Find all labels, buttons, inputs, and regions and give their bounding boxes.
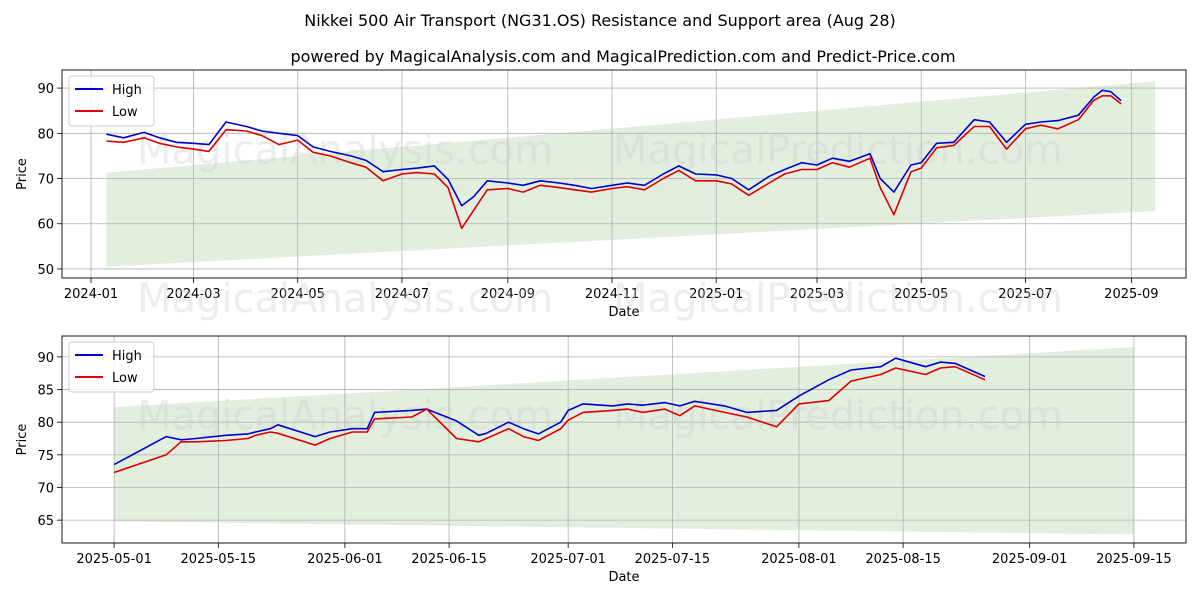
bottom-panel: 2025-05-01 2025-05-15 2025-06-01 2025-06-15…	[15, 335, 1187, 585]
chart-subtitle: powered by MagicalAnalysis.com and Magic…	[290, 47, 955, 66]
watermark-text: MagicalAnalysis.com	[137, 393, 553, 439]
y-tick-label: 60	[37, 218, 54, 233]
x-tick-label: 2025-05-15	[181, 552, 257, 567]
x-tick-label: 2025-07-15	[635, 552, 711, 567]
watermark-text: MagicalPrediction.com	[613, 276, 1063, 322]
y-tick-label: 90	[37, 351, 54, 366]
y-tick-label: 85	[37, 384, 54, 399]
x-tick-label: 2025-01	[689, 287, 743, 302]
legend-label-low: Low	[112, 105, 138, 120]
watermark-text: MagicalAnalysis.com	[137, 276, 553, 322]
x-tick-label: 2025-03	[790, 287, 844, 302]
legend: High Low	[68, 75, 155, 127]
watermark-text: MagicalPrediction.com	[613, 128, 1063, 174]
watermark-text: MagicalPrediction.com	[613, 393, 1063, 439]
y-tick-label: 65	[37, 514, 54, 529]
x-tick-label: 2025-09-01	[992, 552, 1068, 567]
series-line-low	[106, 95, 1122, 230]
series-line-high	[113, 357, 986, 466]
x-tick-label: 2025-08-15	[865, 552, 941, 567]
x-tick-label: 2025-09-15	[1096, 552, 1172, 567]
x-tick-label: 2024-01	[64, 287, 118, 302]
series-line-high	[106, 89, 1122, 207]
y-tick-label: 70	[37, 173, 54, 188]
y-axis-label: Price	[15, 424, 30, 456]
x-tick-label: 2024-11	[585, 287, 639, 302]
x-tick-label: 2025-06-01	[307, 552, 383, 567]
y-tick-label: 80	[37, 416, 54, 431]
x-tick-label: 2025-08-01	[761, 552, 837, 567]
top-panel: 2024-01 2024-03 2024-05 2024-07 2024-09 2024-…	[15, 69, 1187, 322]
y-tick-label: 90	[37, 82, 54, 97]
axes-frame	[61, 335, 1187, 544]
x-axis-label: Date	[608, 305, 639, 320]
x-tick-label: 2024-07	[375, 287, 429, 302]
x-tick-label: 2025-06-15	[411, 552, 487, 567]
chart-title: Nikkei 500 Air Transport (NG31.OS) Resis…	[304, 11, 896, 30]
x-tick-label: 2024-03	[166, 287, 220, 302]
series-line-low	[113, 365, 986, 474]
support-resistance-band	[106, 81, 1156, 267]
x-tick-label: 2025-05	[894, 287, 948, 302]
y-tick-label: 80	[37, 127, 54, 142]
y-tick-label: 75	[37, 449, 54, 464]
y-tick-label: 50	[37, 263, 54, 278]
legend-label-high: High	[112, 83, 142, 98]
axes-frame	[61, 69, 1187, 279]
x-tick-label: 2024-09	[481, 287, 535, 302]
legend: High Low	[68, 341, 155, 393]
x-tick-label: 2025-07	[998, 287, 1052, 302]
x-axis-label: Date	[608, 570, 639, 585]
y-tick-label: 70	[37, 481, 54, 496]
legend-label-high: High	[112, 349, 142, 364]
y-axis-label: Price	[15, 158, 30, 190]
x-tick-label: 2025-07-01	[530, 552, 606, 567]
x-tick-label: 2025-05-01	[76, 552, 152, 567]
x-tick-label: 2025-09	[1104, 287, 1158, 302]
legend-label-low: Low	[112, 371, 138, 386]
x-tick-label: 2024-05	[271, 287, 325, 302]
